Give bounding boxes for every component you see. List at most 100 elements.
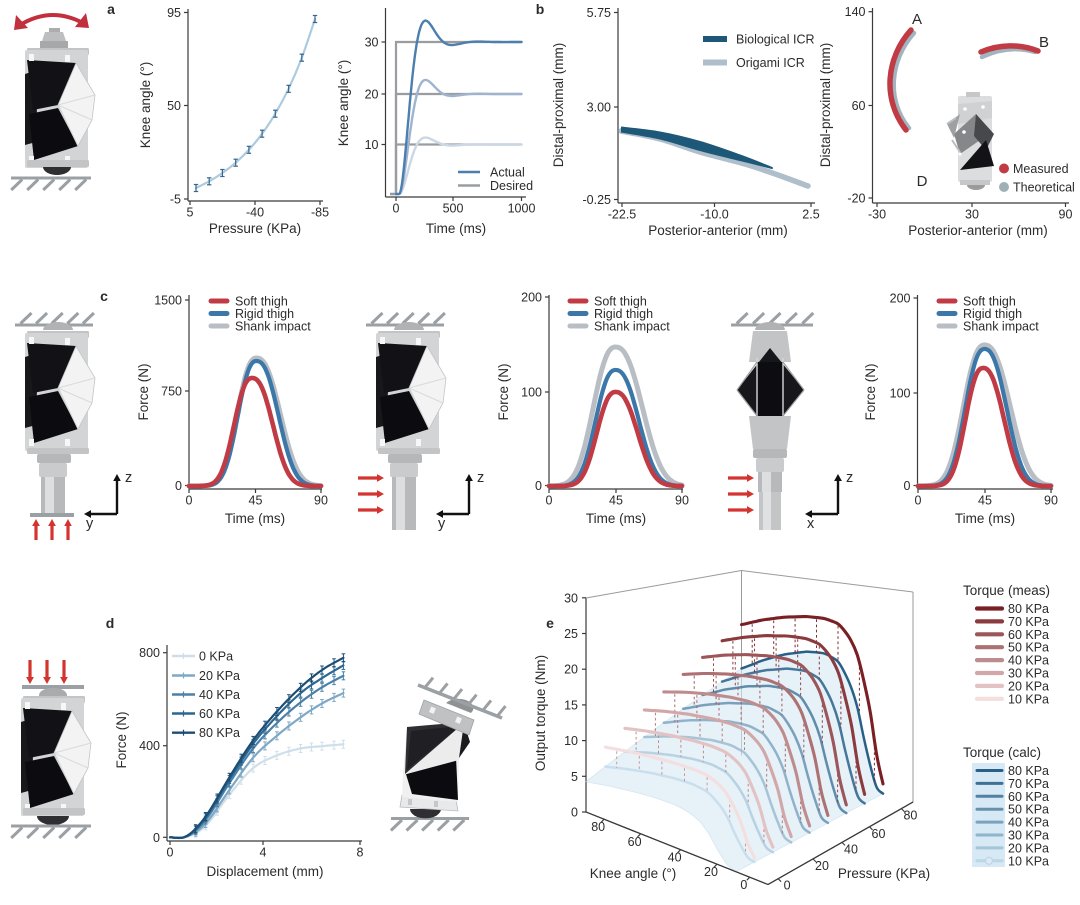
svg-text:30 KPa: 30 KPa	[1008, 667, 1049, 681]
svg-text:90: 90	[1059, 208, 1073, 222]
svg-text:Soft thigh: Soft thigh	[963, 295, 1016, 309]
svg-text:30 KPa: 30 KPa	[1008, 829, 1049, 843]
svg-text:30: 30	[365, 36, 379, 50]
svg-text:Time (ms): Time (ms)	[225, 511, 285, 526]
svg-text:20: 20	[704, 865, 718, 879]
svg-text:Time (ms): Time (ms)	[586, 511, 646, 526]
svg-text:-85: -85	[311, 206, 329, 220]
svg-text:20 KPa: 20 KPa	[1008, 679, 1049, 693]
svg-text:Desired: Desired	[490, 179, 533, 193]
svg-text:-30: -30	[868, 208, 886, 222]
svg-text:90: 90	[1044, 494, 1058, 508]
svg-text:80 KPa: 80 KPa	[199, 726, 240, 740]
svg-text:10: 10	[564, 734, 578, 748]
svg-text:800: 800	[139, 646, 160, 660]
svg-text:200: 200	[890, 292, 911, 306]
svg-text:50 KPa: 50 KPa	[1008, 803, 1049, 817]
svg-text:5.75: 5.75	[587, 6, 611, 20]
svg-text:0: 0	[186, 494, 193, 508]
svg-text:Force (N): Force (N)	[114, 712, 129, 769]
svg-text:0: 0	[915, 494, 922, 508]
svg-text:y: y	[438, 516, 446, 532]
svg-text:-5: -5	[170, 193, 181, 207]
svg-text:60: 60	[852, 99, 866, 113]
svg-text:60: 60	[628, 835, 642, 849]
svg-text:Force (N): Force (N)	[496, 364, 511, 421]
svg-text:25: 25	[564, 627, 578, 641]
svg-text:100: 100	[890, 387, 911, 401]
svg-text:70 KPa: 70 KPa	[1008, 615, 1049, 629]
svg-text:e: e	[546, 615, 554, 631]
svg-text:45: 45	[978, 494, 992, 508]
svg-text:-0.25: -0.25	[583, 193, 612, 207]
svg-text:B: B	[1039, 34, 1049, 51]
svg-text:Rigid thigh: Rigid thigh	[963, 307, 1022, 321]
svg-text:0: 0	[784, 879, 791, 893]
svg-text:Knee angle (°): Knee angle (°)	[336, 60, 351, 146]
svg-text:20 KPa: 20 KPa	[1008, 841, 1049, 855]
svg-text:0: 0	[535, 479, 542, 493]
svg-text:Displacement (mm): Displacement (mm)	[206, 864, 323, 879]
svg-text:5: 5	[571, 770, 578, 784]
svg-text:2.5: 2.5	[802, 208, 819, 222]
svg-text:Rigid thigh: Rigid thigh	[594, 307, 653, 321]
svg-text:Torque (meas): Torque (meas)	[963, 583, 1050, 598]
svg-text:80: 80	[903, 809, 917, 823]
svg-text:0: 0	[175, 479, 182, 493]
svg-text:-20: -20	[847, 192, 865, 206]
svg-text:Posterior-anterior (mm): Posterior-anterior (mm)	[648, 223, 788, 238]
svg-text:Pressure (KPa): Pressure (KPa)	[209, 221, 301, 236]
svg-text:8: 8	[357, 846, 364, 860]
svg-text:30: 30	[564, 591, 578, 605]
svg-text:70 KPa: 70 KPa	[1008, 777, 1049, 791]
svg-text:Shank impact: Shank impact	[963, 320, 1039, 334]
svg-text:Torque (calc): Torque (calc)	[963, 745, 1041, 760]
svg-text:95: 95	[167, 6, 181, 20]
svg-text:15: 15	[564, 698, 578, 712]
svg-text:40: 40	[844, 842, 858, 856]
svg-text:0: 0	[740, 878, 747, 892]
svg-text:20: 20	[564, 663, 578, 677]
svg-text:40 KPa: 40 KPa	[1008, 654, 1049, 668]
svg-text:500: 500	[443, 202, 464, 216]
svg-text:0: 0	[546, 494, 553, 508]
svg-text:1500: 1500	[154, 294, 182, 308]
svg-text:0: 0	[904, 479, 911, 493]
svg-text:60 KPa: 60 KPa	[1008, 628, 1049, 642]
svg-text:Actual: Actual	[490, 166, 525, 180]
svg-text:Shank impact: Shank impact	[235, 320, 311, 334]
svg-text:50 KPa: 50 KPa	[1008, 641, 1049, 655]
svg-text:Knee angle (°): Knee angle (°)	[590, 866, 676, 881]
svg-text:x: x	[807, 516, 815, 532]
svg-text:400: 400	[139, 739, 160, 753]
svg-text:3.00: 3.00	[587, 101, 611, 115]
svg-text:Time (ms): Time (ms)	[426, 221, 486, 236]
svg-text:80 KPa: 80 KPa	[1008, 764, 1049, 778]
svg-text:Origami ICR: Origami ICR	[736, 56, 805, 70]
svg-text:0: 0	[571, 806, 578, 820]
svg-text:1000: 1000	[508, 202, 536, 216]
svg-text:Knee angle (°): Knee angle (°)	[138, 62, 153, 148]
svg-text:z: z	[477, 470, 484, 486]
svg-text:10 KPa: 10 KPa	[1008, 854, 1049, 868]
svg-text:a: a	[107, 1, 115, 17]
svg-text:90: 90	[314, 494, 328, 508]
svg-text:100: 100	[521, 386, 542, 400]
svg-text:45: 45	[249, 494, 263, 508]
svg-text:Soft thigh: Soft thigh	[235, 295, 288, 309]
svg-text:Time (ms): Time (ms)	[955, 511, 1015, 526]
svg-text:-22.5: -22.5	[608, 208, 637, 222]
svg-text:10 KPa: 10 KPa	[1008, 692, 1049, 706]
svg-text:140: 140	[845, 5, 866, 19]
svg-text:A: A	[912, 11, 922, 28]
svg-text:z: z	[125, 470, 132, 486]
svg-text:Biological ICR: Biological ICR	[736, 33, 815, 47]
svg-text:50: 50	[167, 99, 181, 113]
svg-text:45: 45	[609, 494, 623, 508]
svg-text:20: 20	[365, 88, 379, 102]
svg-text:Rigid thigh: Rigid thigh	[235, 307, 294, 321]
svg-text:Measured: Measured	[1013, 162, 1069, 176]
svg-text:Shank impact: Shank impact	[594, 320, 670, 334]
svg-text:60: 60	[872, 827, 886, 841]
svg-text:0: 0	[153, 831, 160, 845]
